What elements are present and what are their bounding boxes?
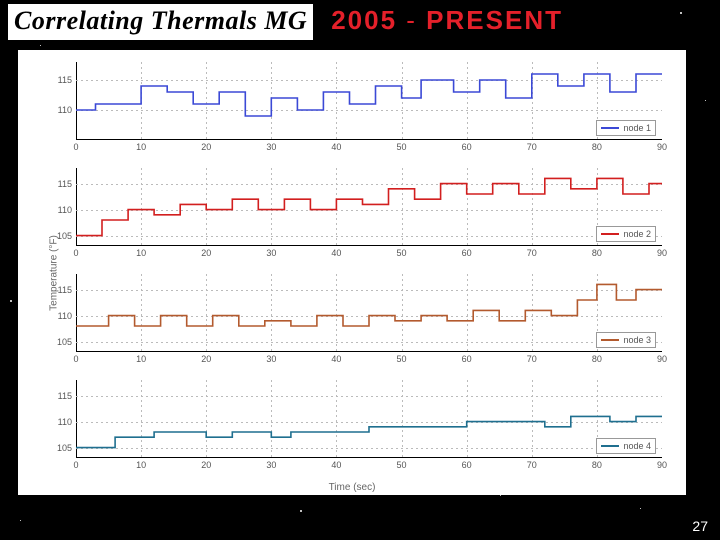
legend-label: node 1 bbox=[623, 123, 651, 133]
xtick-label: 70 bbox=[527, 352, 537, 364]
page-number: 27 bbox=[690, 518, 710, 534]
legend-label: node 2 bbox=[623, 229, 651, 239]
title-row: Correlating Thermals MG 2005 - PRESENT bbox=[8, 4, 712, 40]
legend-label: node 4 bbox=[623, 441, 651, 451]
xtick-label: 30 bbox=[266, 246, 276, 258]
subplot-3: 1151101050102030405060708090node 3 bbox=[76, 274, 662, 352]
xtick-label: 50 bbox=[397, 246, 407, 258]
xtick-label: 40 bbox=[331, 458, 341, 470]
xtick-label: 60 bbox=[462, 140, 472, 152]
series-line bbox=[76, 168, 662, 246]
xtick-label: 20 bbox=[201, 352, 211, 364]
legend-swatch bbox=[601, 445, 619, 447]
xtick-label: 10 bbox=[136, 458, 146, 470]
era-year: 2005 bbox=[331, 5, 397, 35]
xtick-label: 40 bbox=[331, 140, 341, 152]
ytick-label: 110 bbox=[58, 311, 76, 321]
subplot-2: 1151101050102030405060708090node 2 bbox=[76, 168, 662, 246]
xtick-label: 80 bbox=[592, 352, 602, 364]
xtick-label: 60 bbox=[462, 458, 472, 470]
ytick-label: 105 bbox=[57, 337, 76, 347]
ytick-label: 115 bbox=[58, 285, 76, 295]
xtick-label: 90 bbox=[657, 140, 667, 152]
xtick-label: 50 bbox=[397, 140, 407, 152]
ytick-label: 110 bbox=[58, 205, 76, 215]
x-axis-label: Time (sec) bbox=[329, 482, 376, 493]
xtick-label: 0 bbox=[73, 246, 78, 258]
xtick-label: 40 bbox=[331, 352, 341, 364]
xtick-label: 90 bbox=[657, 458, 667, 470]
xtick-label: 70 bbox=[527, 458, 537, 470]
ytick-label: 115 bbox=[58, 179, 76, 189]
era-word: PRESENT bbox=[426, 5, 563, 35]
xtick-label: 50 bbox=[397, 458, 407, 470]
ytick-label: 105 bbox=[57, 231, 76, 241]
xtick-label: 70 bbox=[527, 140, 537, 152]
xtick-label: 30 bbox=[266, 458, 276, 470]
xtick-label: 0 bbox=[73, 458, 78, 470]
subplot-1: 1151100102030405060708090node 1 bbox=[76, 62, 662, 140]
xtick-label: 0 bbox=[73, 140, 78, 152]
era-label: 2005 - PRESENT bbox=[331, 5, 563, 36]
xtick-label: 10 bbox=[136, 352, 146, 364]
xtick-label: 60 bbox=[462, 352, 472, 364]
xtick-label: 20 bbox=[201, 140, 211, 152]
ytick-label: 115 bbox=[58, 391, 76, 401]
xtick-label: 40 bbox=[331, 246, 341, 258]
series-line bbox=[76, 62, 662, 140]
legend-label: node 3 bbox=[623, 335, 651, 345]
xtick-label: 80 bbox=[592, 140, 602, 152]
legend: node 3 bbox=[596, 332, 656, 348]
legend-swatch bbox=[601, 339, 619, 341]
xtick-label: 10 bbox=[136, 246, 146, 258]
xtick-label: 90 bbox=[657, 246, 667, 258]
legend-swatch bbox=[601, 127, 619, 129]
ytick-label: 110 bbox=[58, 105, 76, 115]
xtick-label: 50 bbox=[397, 352, 407, 364]
xtick-label: 0 bbox=[73, 352, 78, 364]
xtick-label: 70 bbox=[527, 246, 537, 258]
xtick-label: 90 bbox=[657, 352, 667, 364]
era-sep: - bbox=[397, 5, 426, 35]
legend: node 2 bbox=[596, 226, 656, 242]
legend: node 1 bbox=[596, 120, 656, 136]
slide-title: Correlating Thermals MG bbox=[8, 4, 313, 40]
xtick-label: 30 bbox=[266, 140, 276, 152]
series-line bbox=[76, 274, 662, 352]
xtick-label: 20 bbox=[201, 458, 211, 470]
xtick-label: 80 bbox=[592, 246, 602, 258]
xtick-label: 10 bbox=[136, 140, 146, 152]
xtick-label: 80 bbox=[592, 458, 602, 470]
series-line bbox=[76, 380, 662, 458]
ytick-label: 110 bbox=[58, 417, 76, 427]
xtick-label: 60 bbox=[462, 246, 472, 258]
ytick-label: 115 bbox=[58, 75, 76, 85]
legend-swatch bbox=[601, 233, 619, 235]
chart-panel: Temperature (°F) Time (sec) 115110010203… bbox=[18, 50, 686, 495]
ytick-label: 105 bbox=[57, 443, 76, 453]
subplot-4: 1151101050102030405060708090node 4 bbox=[76, 380, 662, 458]
y-axis-label: Temperature (°F) bbox=[48, 235, 59, 311]
xtick-label: 20 bbox=[201, 246, 211, 258]
legend: node 4 bbox=[596, 438, 656, 454]
xtick-label: 30 bbox=[266, 352, 276, 364]
